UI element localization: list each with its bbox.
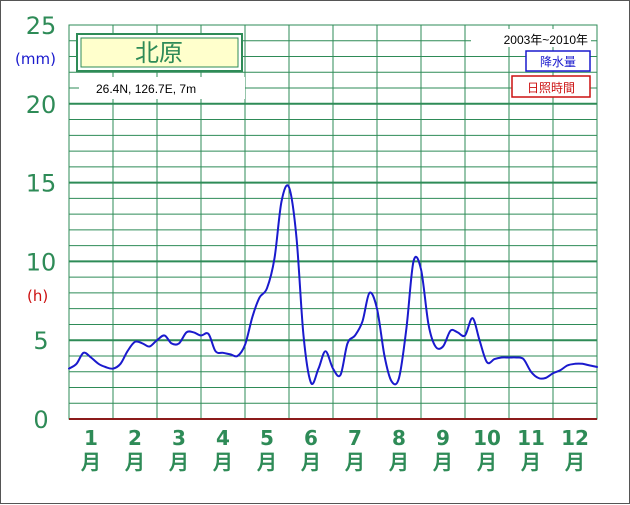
month-kanji-label: 月 [256,450,277,474]
station-name: 北原 [135,39,183,67]
month-kanji-label: 月 [168,450,189,474]
y-tick-label: 20 [26,91,57,119]
month-number-label: 9 [436,426,450,450]
month-number-label: 12 [561,426,589,450]
month-kanji-label: 月 [212,450,233,474]
station-coordinates: 26.4N, 126.7E, 7m [96,82,196,96]
month-number-label: 11 [517,426,545,450]
month-kanji-label: 月 [124,450,145,474]
data-period: 2003年~2010年 [504,33,588,47]
legend-sun-label: 日照時間 [527,81,575,95]
station-label: 北原 [76,33,243,72]
y-unit-mm: (mm) [15,50,56,68]
y-tick-label: 15 [26,170,57,198]
coordinates-box [79,77,245,99]
month-kanji-label: 月 [344,450,365,474]
month-number-label: 2 [128,426,142,450]
month-number-label: 3 [172,426,186,450]
month-number-label: 6 [304,426,318,450]
y-tick-label: 25 [26,12,57,40]
month-kanji-label: 月 [432,450,453,474]
month-kanji-label: 月 [564,450,585,474]
precipitation-line [68,184,598,386]
month-number-label: 5 [260,426,274,450]
month-number-label: 10 [473,426,501,450]
month-kanji-label: 月 [476,450,497,474]
station-name-box-inner [80,37,239,68]
legend-rain-box [525,50,591,72]
month-kanji-label: 月 [520,450,541,474]
y-tick-label: 5 [33,327,48,355]
y-tick-label: 10 [26,248,57,276]
month-kanji-label: 月 [80,450,101,474]
legend-sun-box [511,75,591,98]
month-number-label: 1 [84,426,98,450]
legend: 降水量 日照時間 [511,50,591,98]
month-kanji-label: 月 [300,450,321,474]
month-number-label: 8 [392,426,406,450]
month-number-label: 4 [216,426,230,450]
month-kanji-label: 月 [388,450,409,474]
legend-rain-label: 降水量 [540,55,576,69]
y-unit-h: (h) [27,287,48,305]
y-axis-labels: 0 5 10 15 20 25 [26,12,57,434]
month-number-label: 7 [348,426,362,450]
y-tick-label: 0 [33,406,48,434]
period-box [471,29,591,47]
